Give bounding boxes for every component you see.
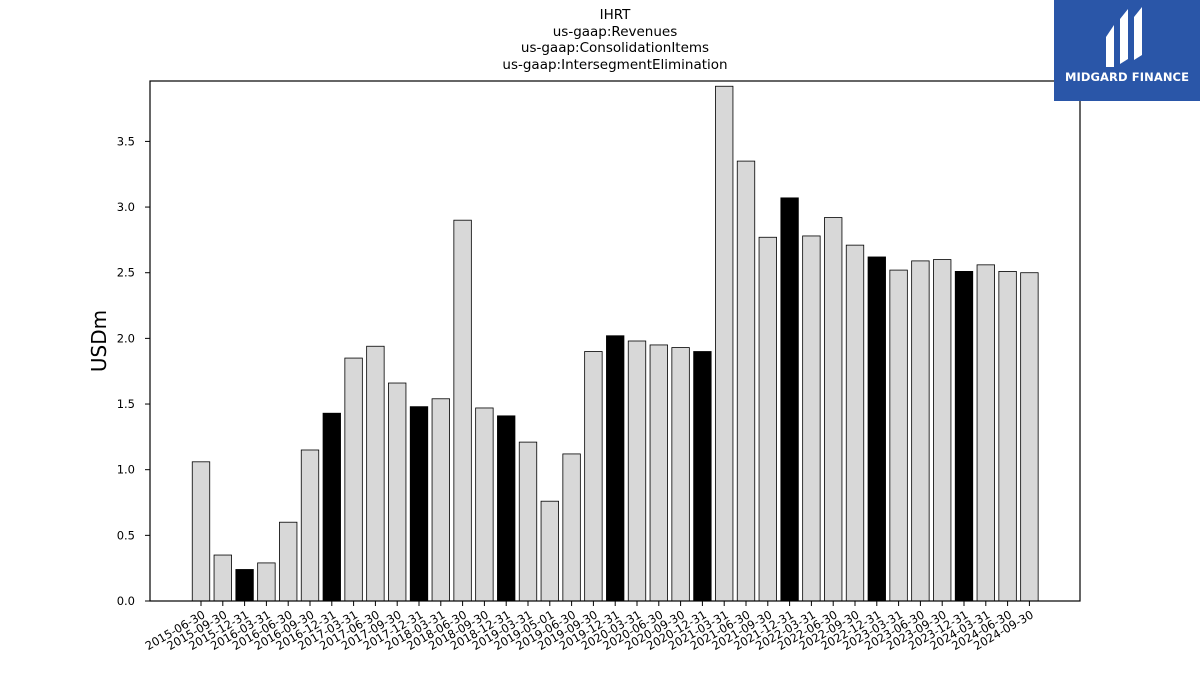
y-tick-label: 2.5 [117, 266, 135, 280]
bar-2022-03-31 [802, 235, 821, 602]
bar-2018-12-31 [497, 415, 516, 602]
bar-2018-09-30 [475, 407, 494, 602]
logo-mark-icon [1106, 7, 1142, 67]
bar-2021-09-30 [758, 236, 777, 602]
bar-2017-09-30 [388, 382, 407, 602]
bar-2016-09-30 [300, 449, 320, 602]
bar-2019-05-01 [540, 500, 559, 602]
bar-2023-06-30 [911, 260, 930, 602]
chart-title-line-4: us-gaap:IntersegmentElimination [502, 56, 728, 73]
bar-2016-12-31 [322, 412, 341, 602]
y-tick-label: 0.0 [117, 594, 135, 608]
bar-2022-09-30 [845, 244, 865, 602]
chart-title-line-3: us-gaap:ConsolidationItems [520, 40, 710, 56]
y-tick-label: 0.5 [117, 528, 135, 542]
bar-2018-03-31 [431, 398, 450, 602]
bar-2023-09-30 [933, 259, 952, 602]
bar-2017-03-31 [344, 357, 363, 602]
bar-2016-03-31 [257, 562, 276, 602]
bar-2017-12-31 [409, 406, 429, 602]
bar-2015-09-30 [213, 554, 232, 602]
y-tick-label: 3.5 [117, 134, 135, 148]
bar-2021-03-31 [715, 85, 734, 602]
y-axis-label: USDm [87, 310, 111, 372]
chart-title: IHRT us-gaap:Revenues us-gaap:Consolidat… [150, 7, 1080, 73]
bar-2015-06-30 [191, 461, 211, 602]
plot-frame [149, 80, 1081, 602]
bar-2020-09-30 [671, 347, 690, 602]
x-axis: 2015-06-302015-09-302015-12-312016-03-31… [143, 601, 1036, 653]
bar-2022-12-31 [867, 256, 886, 602]
bar-2020-12-31 [693, 351, 712, 602]
bar-2019-09-30 [584, 351, 603, 602]
bar-2024-09-30 [1020, 272, 1039, 602]
bar-2019-12-31 [606, 335, 625, 602]
chart-title-line-2: us-gaap:Revenues [552, 23, 678, 40]
bar-2023-03-31 [889, 269, 908, 602]
bar-2018-06-30 [453, 219, 472, 602]
bar-2020-06-30 [649, 344, 668, 602]
bar-2024-06-30 [998, 270, 1017, 602]
y-axis: 0.0 0.5 1.0 1.5 2.0 2.5 3.0 3.5 [117, 134, 150, 608]
y-tick-label: 2.0 [117, 331, 135, 345]
y-tick-label: 3.0 [117, 200, 135, 214]
bar-2022-06-30 [824, 217, 843, 602]
chart-title-line-1: IHRT [599, 7, 631, 23]
bar-2017-06-30 [366, 345, 385, 602]
bar-2021-12-31 [780, 197, 799, 602]
bar-2021-06-30 [736, 160, 756, 602]
midgard-finance-logo: MIDGARD FINANCE [1054, 0, 1200, 101]
bar-2015-12-31 [235, 569, 254, 602]
y-tick-label: 1.5 [117, 397, 135, 411]
bar-2023-12-31 [954, 270, 974, 602]
bar-2016-06-30 [279, 521, 298, 602]
bar-2019-06-30 [562, 453, 581, 602]
bar-2019-03-31 [518, 441, 538, 602]
bar-2020-03-31 [627, 340, 647, 602]
bar-2024-03-31 [976, 264, 995, 602]
y-tick-label: 1.0 [117, 463, 135, 477]
bars-group [191, 85, 1039, 602]
logo-text: MIDGARD FINANCE [1064, 70, 1190, 84]
